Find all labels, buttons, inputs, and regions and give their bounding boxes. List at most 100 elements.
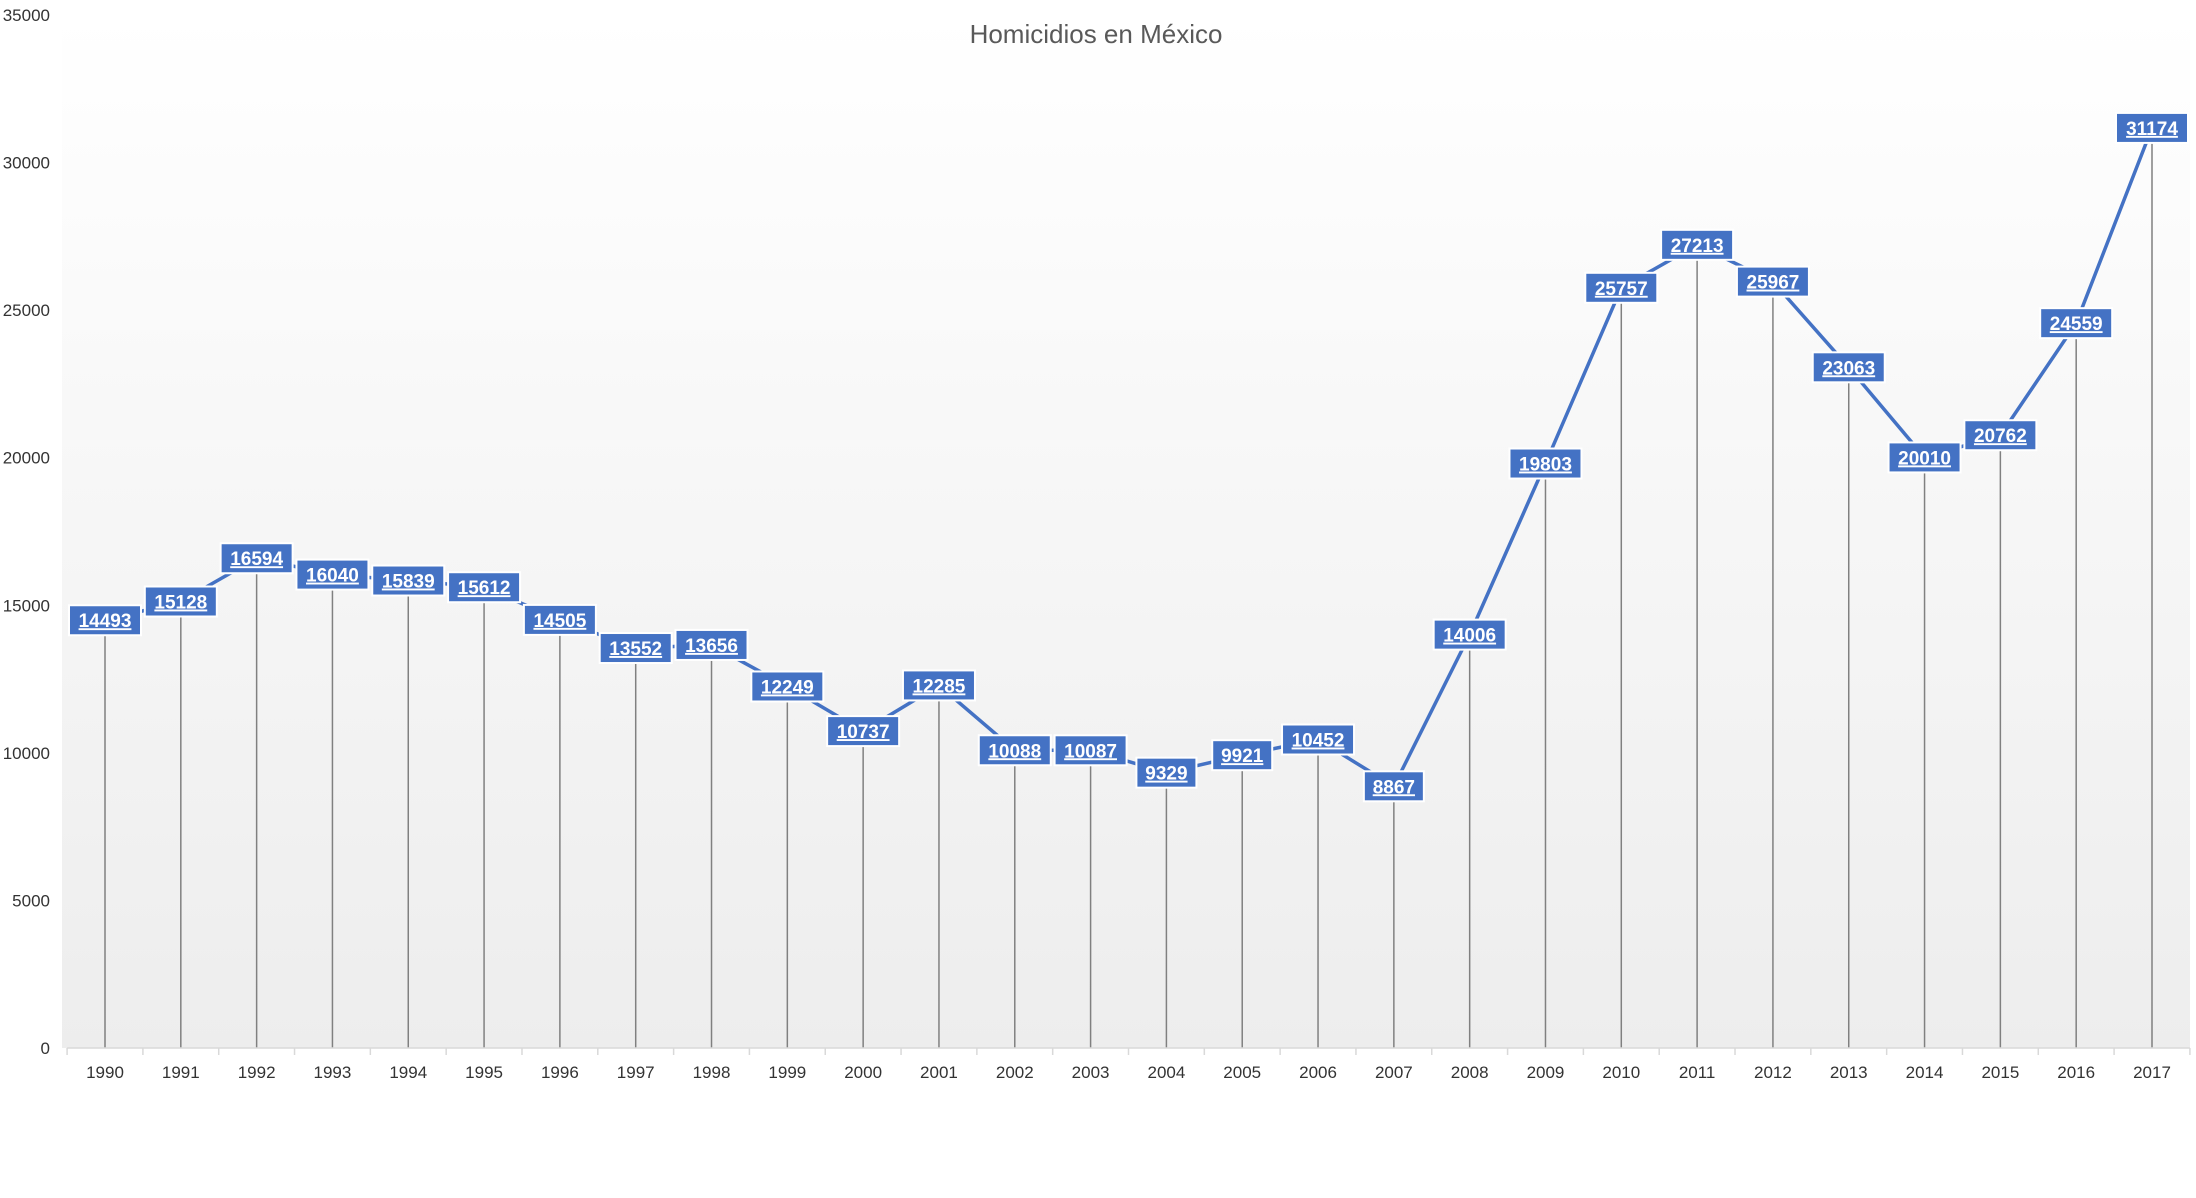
data-label: 19803 [1508,447,1583,480]
data-label-value: 14493 [79,611,132,632]
x-tick-label: 2012 [1754,1063,1792,1082]
x-tick-label: 1991 [162,1063,200,1082]
data-label-box [1508,447,1583,480]
y-tick-label: 25000 [3,301,50,320]
x-tick-label: 2008 [1451,1063,1489,1082]
data-label-box [1660,228,1735,261]
data-label-value: 25967 [1747,273,1800,294]
data-label-value: 10452 [1292,731,1345,752]
x-tick-label: 2014 [1906,1063,1944,1082]
data-label-box [68,604,142,637]
data-label-box [295,558,370,591]
x-tick-label: 1995 [465,1063,503,1082]
data-label-value: 9329 [1145,764,1187,785]
data-label: 8867 [1362,770,1425,803]
data-label: 16040 [295,558,370,591]
data-label-box [1281,723,1356,756]
data-label: 15839 [371,564,446,597]
y-tick-label: 10000 [3,744,50,763]
y-tick-label: 0 [41,1039,50,1058]
data-label-value: 13656 [685,636,738,657]
y-tick-label: 35000 [3,6,50,25]
data-labels: 14493 15128 16594 16040 15839 15612 14505 13552… [68,111,2189,803]
data-label: 20010 [1887,441,1962,474]
data-label-box [522,603,597,636]
data-label-box [2115,111,2189,144]
data-label-value: 14505 [533,611,586,632]
x-tick-label: 2017 [2133,1063,2171,1082]
data-label-value: 15128 [154,593,207,614]
data-label: 14493 [68,604,142,637]
data-label-box [1963,419,2038,452]
data-label-box [750,670,825,703]
data-label: 23063 [1811,351,1886,384]
data-label-box [1887,441,1962,474]
data-label-value: 13552 [609,639,662,660]
data-label-value: 20010 [1898,448,1951,469]
x-tick-label: 2006 [1299,1063,1337,1082]
data-label-value: 16040 [306,566,359,587]
data-label-value: 10087 [1064,741,1117,762]
data-label: 9921 [1211,739,1274,772]
data-label-value: 12285 [913,676,966,697]
data-label-box [1584,271,1659,304]
data-label-box [1735,265,1810,298]
data-label: 9329 [1135,756,1198,789]
data-label-box [1362,770,1425,803]
data-label-box [1432,618,1507,651]
data-label: 20762 [1963,419,2038,452]
x-tick-label: 1992 [238,1063,276,1082]
data-label: 14006 [1432,618,1507,651]
x-tick-label: 2003 [1072,1063,1110,1082]
x-tick-label: 1996 [541,1063,579,1082]
data-label: 14505 [522,603,597,636]
data-label-value: 25757 [1595,279,1648,300]
data-label: 10087 [1053,734,1128,767]
x-axis-tick-labels: 1990 1991 1992 1993 1994 1995 1996 1997 1998 1999… [86,1063,2171,1082]
chart-title: Homicidios en México [970,19,1223,49]
data-label-box [371,564,446,597]
x-tick-label: 1997 [617,1063,655,1082]
data-label-value: 16594 [230,549,283,570]
data-label-value: 12249 [761,677,814,698]
y-tick-label: 20000 [3,449,50,468]
data-label-value: 31174 [2126,119,2178,140]
data-label-value: 15839 [382,572,435,593]
x-axis-tick-marks [66,1048,2191,1055]
data-label-box [977,734,1052,767]
data-label-value: 10088 [988,741,1041,762]
data-label: 25967 [1735,265,1810,298]
data-label-value: 20762 [1974,426,2027,447]
x-tick-label: 2009 [1527,1063,1565,1082]
data-label-value: 8867 [1373,777,1415,798]
x-tick-label: 2001 [920,1063,958,1082]
data-label-value: 15612 [458,578,511,599]
data-label: 15128 [143,585,218,618]
data-label-box [901,669,976,702]
x-tick-label: 1993 [314,1063,352,1082]
x-tick-label: 2002 [996,1063,1034,1082]
x-tick-label: 2013 [1830,1063,1868,1082]
data-label-value: 19803 [1519,455,1572,476]
data-label-value: 14006 [1443,626,1496,647]
data-label-box [826,715,901,748]
data-label-box [674,628,749,661]
data-label-value: 10737 [837,722,890,743]
x-tick-label: 1999 [768,1063,806,1082]
drop-lines [104,127,2153,1048]
data-label-box [143,585,218,618]
x-tick-label: 2015 [1981,1063,2019,1082]
y-tick-label: 30000 [3,154,50,173]
data-label-value: 23063 [1822,358,1875,379]
data-label: 16594 [219,542,294,575]
data-label-box [1211,739,1274,772]
data-label: 24559 [2039,307,2114,340]
data-label-box [598,632,673,665]
data-label: 31174 [2115,111,2189,144]
data-label-value: 24559 [2050,314,2103,335]
x-tick-label: 2004 [1147,1063,1185,1082]
data-label: 12285 [901,669,976,702]
data-label-box [219,542,294,575]
